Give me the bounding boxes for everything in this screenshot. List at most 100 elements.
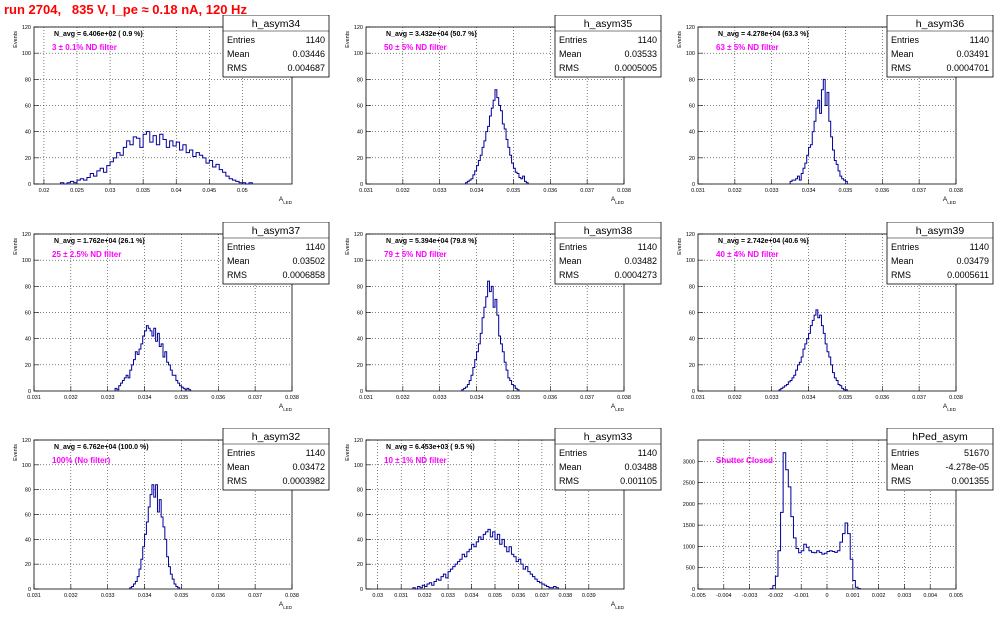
y-tick-label: 40 <box>25 130 31 136</box>
stats-box: h_asym35 Entries 1140 Mean 0.03533 RMS 0.00050… <box>554 14 662 78</box>
stats-value: 0.03533 <box>624 49 657 59</box>
y-tick-label: 1000 <box>683 544 695 550</box>
x-tick-label: 0.034 <box>138 593 152 599</box>
y-tick-label: 20 <box>357 156 363 162</box>
stats-box-frame <box>222 221 330 285</box>
y-tick-label: 120 <box>686 232 695 238</box>
stats-value: 1140 <box>306 242 325 252</box>
stats-label: Mean <box>891 462 914 472</box>
y-tick-label: 80 <box>357 77 363 83</box>
x-tick-label: 0.032 <box>64 395 78 401</box>
histogram-svg: 0.031 0.032 0.033 0.034 0.035 0.036 0.037 0.038… <box>677 221 994 412</box>
stats-value: 1140 <box>306 448 325 458</box>
stats-label: RMS <box>891 270 911 280</box>
filter-annotation: 100% (No filter) <box>52 456 111 465</box>
y-tick-label: 0 <box>28 587 31 593</box>
stats-value: 0.0004701 <box>946 63 989 73</box>
y-tick-label: 120 <box>354 438 363 444</box>
y-tick-label: 40 <box>25 537 31 543</box>
y-tick-label: 1500 <box>683 523 695 529</box>
y-tick-label: 120 <box>22 232 31 238</box>
y-tick-label: 60 <box>357 311 363 317</box>
stats-value: 0.0005611 <box>947 270 989 280</box>
x-tick-label: 0.036 <box>211 395 225 401</box>
stats-label: Entries <box>891 35 920 45</box>
y-tick-label: 60 <box>25 311 31 317</box>
histogram-series <box>465 89 529 184</box>
filter-annotation: 50 ± 5% ND filter <box>384 43 447 52</box>
x-tick-label: 0.036 <box>211 593 225 599</box>
histogram-name: h_asym37 <box>252 225 301 237</box>
x-tick-label: 0.032 <box>396 395 410 401</box>
stats-label: RMS <box>891 476 911 486</box>
stats-box: h_asym33 Entries 1140 Mean 0.03488 RMS 0.00110… <box>554 427 662 491</box>
y-tick-label: 100 <box>686 258 695 264</box>
y-tick-label: 100 <box>22 258 31 264</box>
y-tick-label: 120 <box>22 25 31 31</box>
y-axis-label: Events <box>13 31 19 48</box>
stats-box: h_asym36 Entries 1140 Mean 0.03491 RMS 0.00047… <box>886 14 994 78</box>
y-axis-label: Events <box>345 444 351 461</box>
x-tick-label: 0.034 <box>465 593 479 599</box>
x-axis-label: ALED <box>279 403 293 412</box>
x-tick-label: 0.038 <box>285 395 299 401</box>
y-tick-label: 20 <box>689 156 695 162</box>
stats-box-frame <box>886 427 994 491</box>
stats-label: Mean <box>559 49 582 59</box>
histogram-name: hPed_asym <box>912 431 968 443</box>
n-avg-header: N_avg = 6.762e+04 (100.0 %) <box>54 444 149 451</box>
x-tick-label: 0.05 <box>237 188 248 194</box>
stats-box-frame <box>222 14 330 78</box>
x-axis-label: ALED <box>279 601 293 610</box>
histogram-svg: 0.03 0.031 0.032 0.033 0.034 0.035 0.036 0.037 0… <box>345 427 662 610</box>
y-tick-label: 40 <box>689 130 695 136</box>
y-tick-label: 0 <box>692 182 695 188</box>
stats-label: RMS <box>559 63 579 73</box>
stats-label: Entries <box>227 35 256 45</box>
x-tick-label: 0.038 <box>285 593 299 599</box>
y-tick-label: 100 <box>22 51 31 57</box>
x-tick-label: 0.031 <box>394 593 408 599</box>
x-tick-label: 0.045 <box>202 188 216 194</box>
stats-label: Entries <box>891 242 920 252</box>
y-axis-label: Events <box>13 444 19 461</box>
stats-value: 1140 <box>638 242 657 252</box>
histogram-panel-h_asym39: 0.031 0.032 0.033 0.034 0.035 0.036 0.037 0.038… <box>664 221 996 424</box>
histogram-series <box>789 78 848 184</box>
stats-value: 0.03502 <box>292 256 325 266</box>
x-tick-label: -0.004 <box>716 593 732 599</box>
stats-value: 0.03491 <box>956 49 989 59</box>
x-tick-label: -0.005 <box>690 593 706 599</box>
stats-label: Mean <box>559 462 582 472</box>
histogram-name: h_asym36 <box>916 18 965 30</box>
x-tick-label: 0.035 <box>507 188 521 194</box>
stats-label: Entries <box>227 242 256 252</box>
y-tick-label: 20 <box>357 363 363 369</box>
stats-label: RMS <box>891 63 911 73</box>
y-tick-label: 80 <box>25 488 31 494</box>
x-tick-label: 0.032 <box>64 593 78 599</box>
histogram-name: h_asym35 <box>584 18 633 30</box>
stats-label: Mean <box>891 256 914 266</box>
x-tick-label: 0.035 <box>839 188 853 194</box>
x-tick-label: 0.033 <box>765 188 779 194</box>
y-tick-label: 80 <box>25 284 31 290</box>
y-tick-label: 0 <box>360 182 363 188</box>
y-tick-label: 60 <box>25 104 31 110</box>
stats-label: RMS <box>559 476 579 486</box>
x-tick-label: 0.033 <box>441 593 455 599</box>
y-tick-label: 120 <box>354 25 363 31</box>
stats-label: Entries <box>891 448 920 458</box>
histogram-series <box>778 309 848 391</box>
filter-annotation: 10 ± 1% ND filter <box>384 456 447 465</box>
x-tick-label: 0.032 <box>418 593 432 599</box>
y-tick-label: 40 <box>357 130 363 136</box>
y-tick-label: 0 <box>28 389 31 395</box>
x-tick-label: 0.035 <box>839 395 853 401</box>
stats-value: 1140 <box>638 448 657 458</box>
histogram-series <box>769 452 862 590</box>
filter-annotation: 25 ± 2.5% ND filter <box>52 250 121 259</box>
y-tick-label: 60 <box>357 513 363 519</box>
stats-box-frame <box>222 427 330 491</box>
stats-box-frame <box>554 221 662 285</box>
